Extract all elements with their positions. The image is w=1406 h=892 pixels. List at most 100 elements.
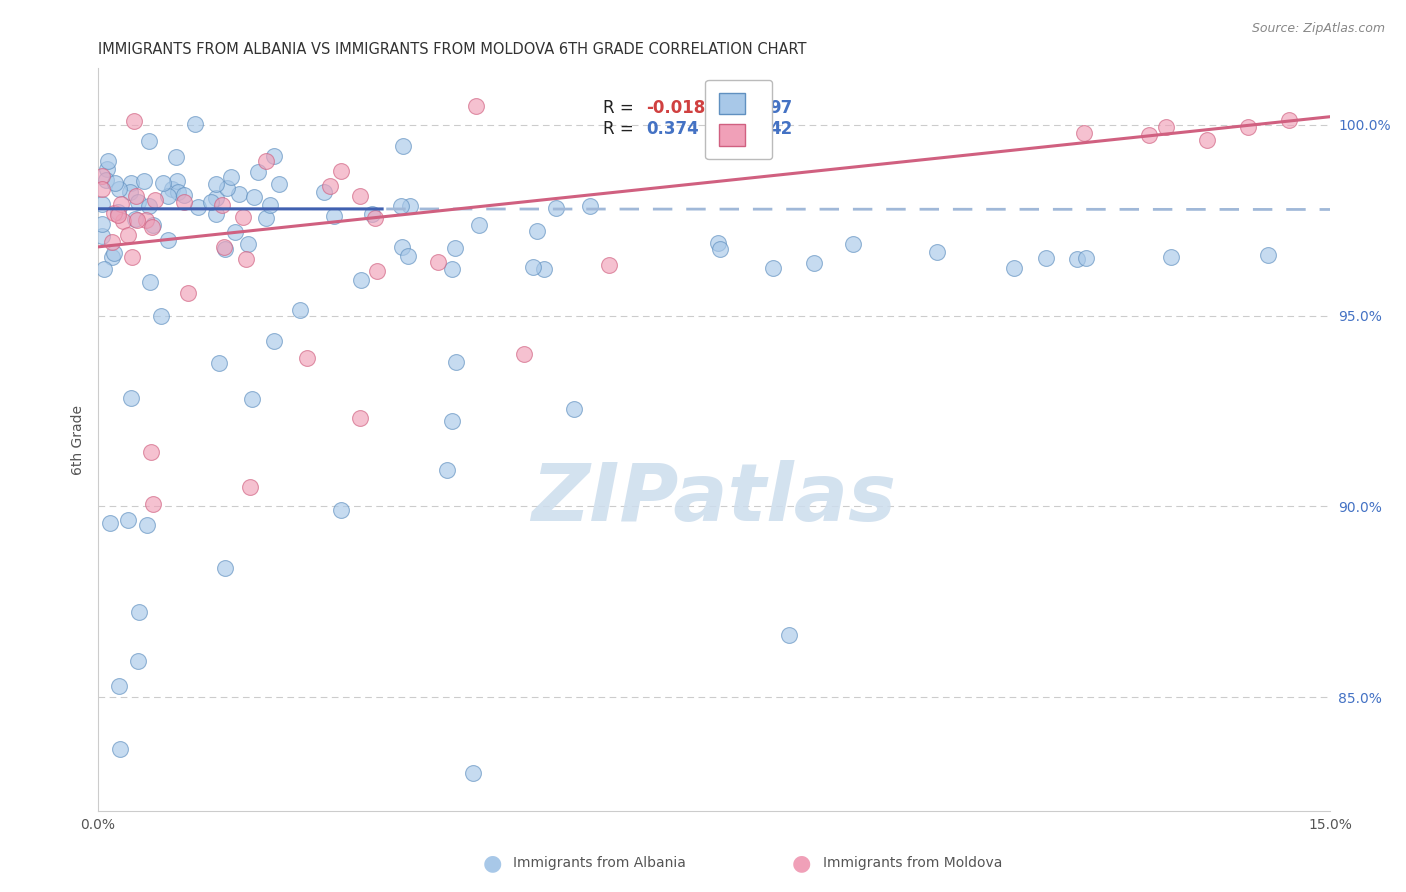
Point (156, 188, 179, 202)
Text: R =: R = (603, 120, 638, 138)
Text: ZIPatlas: ZIPatlas (531, 460, 897, 538)
Point (138, 199, 160, 213)
Point (108, 679, 131, 693)
Point (803, 256, 825, 270)
Point (842, 237, 865, 252)
Point (391, 240, 413, 254)
Point (243, 190, 266, 204)
Point (263, 334, 285, 348)
Point (120, 185, 142, 199)
Point (513, 347, 536, 361)
Point (1074, 251, 1097, 265)
Point (176, 285, 198, 300)
Point (117, 513, 139, 527)
Text: 0.374: 0.374 (647, 120, 699, 138)
Point (318, 179, 340, 194)
Point (709, 242, 731, 256)
Point (91, 182, 114, 196)
Point (778, 628, 800, 642)
Point (101, 235, 124, 249)
Point (204, 191, 226, 205)
Point (97, 154, 120, 169)
Point (228, 186, 250, 201)
Point (441, 262, 464, 277)
Point (160, 182, 183, 196)
Text: N =: N = (733, 99, 769, 117)
Point (128, 605, 150, 619)
Point (465, 99, 488, 113)
Point (124, 211, 146, 226)
Point (152, 176, 174, 190)
Point (156, 233, 179, 247)
Point (90, 229, 112, 244)
Point (120, 176, 142, 190)
Point (436, 463, 458, 477)
Point (247, 165, 270, 179)
Point (221, 170, 243, 185)
Point (330, 164, 353, 178)
Point (1002, 260, 1025, 275)
Point (578, 199, 600, 213)
Point (1035, 252, 1057, 266)
Point (463, 766, 485, 780)
Point (127, 655, 149, 669)
Point (314, 185, 336, 199)
Point (110, 197, 132, 211)
Point (165, 151, 187, 165)
Point (204, 207, 226, 221)
Point (440, 414, 463, 428)
Point (364, 211, 387, 225)
Point (444, 355, 467, 369)
Point (205, 178, 228, 192)
Point (232, 211, 254, 225)
Point (254, 153, 277, 168)
Point (127, 194, 149, 209)
Point (173, 188, 195, 202)
Point (925, 244, 948, 259)
Point (1160, 251, 1182, 265)
Point (214, 560, 236, 574)
Point (212, 240, 235, 254)
Point (150, 309, 173, 323)
Point (1073, 126, 1095, 140)
Point (526, 224, 548, 238)
Point (329, 502, 352, 516)
Point (263, 149, 285, 163)
Point (1237, 120, 1260, 134)
Point (90, 217, 112, 231)
Point (90, 196, 112, 211)
Point (238, 236, 260, 251)
Text: R =: R = (603, 99, 638, 117)
Point (103, 246, 125, 260)
Point (103, 205, 125, 219)
Legend: , : , (706, 79, 772, 159)
Point (254, 211, 277, 225)
Text: -0.018: -0.018 (647, 99, 706, 117)
Y-axis label: 6th Grade: 6th Grade (72, 405, 86, 475)
Point (142, 497, 165, 511)
Point (104, 176, 127, 190)
Point (112, 214, 135, 228)
Point (391, 139, 413, 153)
Point (141, 445, 163, 459)
Point (562, 401, 585, 416)
Point (167, 185, 190, 199)
Point (259, 198, 281, 212)
Point (187, 200, 209, 214)
Point (546, 202, 568, 216)
Point (598, 259, 620, 273)
Point (1195, 133, 1218, 147)
Point (239, 480, 262, 494)
Point (141, 219, 163, 234)
Point (235, 252, 257, 266)
Point (468, 218, 491, 232)
Point (122, 113, 145, 128)
Point (121, 250, 143, 264)
Point (240, 392, 263, 406)
Text: ●: ● (482, 854, 502, 873)
Point (1137, 128, 1160, 143)
Point (125, 213, 148, 227)
Text: 42: 42 (769, 120, 793, 138)
Text: 97: 97 (769, 99, 793, 117)
Point (132, 174, 155, 188)
